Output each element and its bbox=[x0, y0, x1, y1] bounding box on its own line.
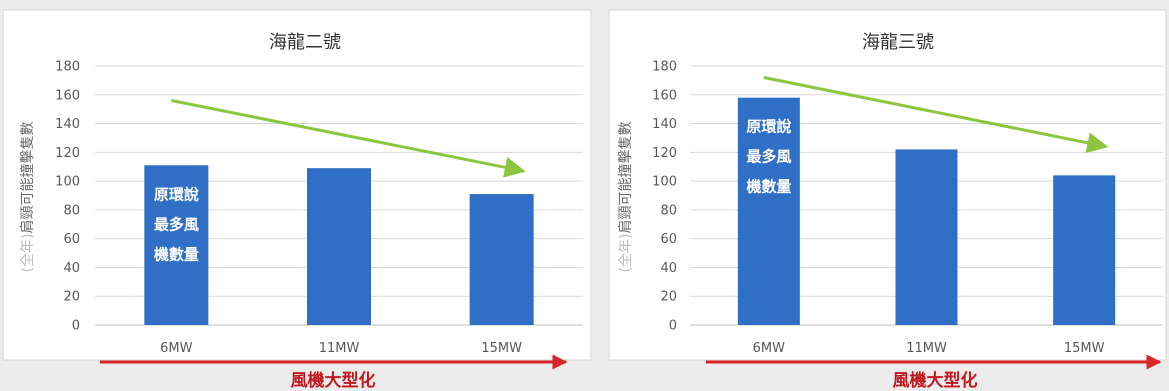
y-tick-label: 140 bbox=[55, 117, 80, 132]
y-tick-label: 40 bbox=[660, 261, 677, 276]
x-footer-caption: 風機大型化 bbox=[893, 370, 978, 391]
bar-6mw bbox=[144, 165, 209, 325]
y-tick-label: 180 bbox=[55, 60, 80, 75]
bar-6mw bbox=[737, 97, 800, 326]
y-tick-label: 60 bbox=[660, 232, 677, 247]
y-axis-label-main: 肩頸可能撞擊隻數 bbox=[617, 122, 634, 234]
chart-hailong-2: 海龍二號 0 20 40 60 80 100 120 140 160 180 6MW 11MW 15MW… bbox=[2, 9, 592, 361]
y-tick-label: 180 bbox=[652, 60, 677, 75]
bar-11mw bbox=[895, 149, 958, 325]
bar-15mw bbox=[1053, 175, 1116, 325]
y-tick-label: 160 bbox=[55, 88, 80, 103]
x-tick-label: 11MW bbox=[906, 341, 947, 356]
y-tick-label: 140 bbox=[652, 117, 677, 132]
bar-note-line: 原環說 bbox=[154, 185, 199, 203]
y-tick-label: 20 bbox=[660, 290, 677, 305]
chart-title: 海龍二號 bbox=[269, 32, 341, 53]
bar-note-line: 機數量 bbox=[746, 178, 791, 196]
chart-title: 海龍三號 bbox=[862, 32, 934, 53]
y-axis-label: (全年)肩頸可能撞擊隻數 bbox=[19, 122, 36, 273]
plot-area: 0 20 40 60 80 100 120 140 160 180 6MW 11MW 15MW 原環說最多… bbox=[55, 60, 583, 356]
y-tick-label: 0 bbox=[72, 319, 80, 334]
y-axis-label-prefix: (全年) bbox=[19, 234, 36, 273]
bar-note-line: 最多風 bbox=[154, 215, 199, 233]
y-axis-label-main: 肩頸可能撞擊隻數 bbox=[19, 122, 36, 234]
bar-note-line: 機數量 bbox=[154, 245, 199, 263]
y-tick-label: 80 bbox=[63, 203, 80, 218]
y-tick-label: 60 bbox=[63, 232, 80, 247]
x-footer-caption: 風機大型化 bbox=[291, 370, 376, 391]
bar-note-line: 最多風 bbox=[746, 148, 791, 166]
x-tick-label: 6MW bbox=[160, 341, 192, 356]
bar-11mw bbox=[307, 168, 371, 325]
y-tick-label: 80 bbox=[660, 203, 677, 218]
chart-hailong-3: 海龍三號 0 20 40 60 80 100 120 140 160 180 6MW 11MW 15MW… bbox=[608, 9, 1167, 361]
plot-area: 0 20 40 60 80 100 120 140 160 180 6MW 11MW 15MW 原環說最多… bbox=[652, 60, 1163, 356]
y-axis-label: (全年)肩頸可能撞擊隻數 bbox=[617, 122, 634, 273]
y-axis-label-prefix: (全年) bbox=[617, 234, 634, 273]
y-tick-label: 120 bbox=[55, 146, 80, 161]
y-tick-label: 20 bbox=[63, 290, 80, 305]
x-tick-label: 11MW bbox=[319, 341, 360, 356]
y-tick-label: 0 bbox=[669, 319, 677, 334]
x-tick-label: 15MW bbox=[481, 341, 522, 356]
x-tick-label: 15MW bbox=[1064, 341, 1105, 356]
bar-note-line: 原環說 bbox=[746, 118, 791, 136]
y-tick-label: 40 bbox=[63, 261, 80, 276]
y-tick-label: 120 bbox=[652, 146, 677, 161]
y-tick-label: 100 bbox=[652, 175, 677, 190]
y-tick-label: 160 bbox=[652, 88, 677, 103]
trend-arrow bbox=[171, 99, 526, 178]
x-tick-label: 6MW bbox=[753, 341, 785, 356]
y-tick-label: 100 bbox=[55, 175, 80, 190]
trend-arrow bbox=[763, 76, 1109, 154]
bar-15mw bbox=[469, 194, 534, 325]
